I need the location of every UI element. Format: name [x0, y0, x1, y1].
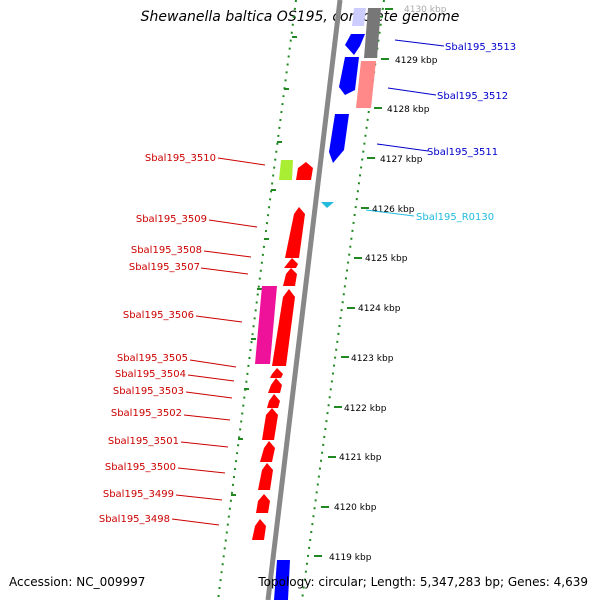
gene-label-3505[interactable]: Sbal195_3505 — [117, 353, 188, 364]
gene-label-3499[interactable]: Sbal195_3499 — [103, 489, 174, 500]
gene-label-R0130[interactable]: Sbal195_R0130 — [416, 212, 494, 223]
inner-dotted-guide — [217, 0, 297, 600]
kbp-label-4125: 4125 kbp — [365, 254, 408, 264]
gene-feature-3505[interactable] — [270, 368, 283, 378]
gene-label-3510[interactable]: Sbal195_3510 — [145, 153, 216, 164]
gene-label-3509[interactable]: Sbal195_3509 — [136, 214, 207, 225]
gene-feature-3512[interactable] — [339, 57, 359, 95]
kbp-label-4121: 4121 kbp — [339, 453, 382, 463]
accession-text: Accession: NC_009997 — [9, 575, 146, 589]
callout-line-3501 — [180, 441, 229, 448]
topology-text: Topology: circular; Length: 5,347,283 bp… — [258, 575, 588, 589]
gene-feature-3510-lime[interactable] — [279, 160, 293, 180]
gene-feature-3510[interactable] — [296, 162, 313, 180]
gene-label-3508[interactable]: Sbal195_3508 — [131, 245, 202, 256]
gene-feature-3502[interactable] — [262, 408, 278, 440]
kbp-label-4130: 4130 kbp — [404, 5, 447, 15]
gene-label-3500[interactable]: Sbal195_3500 — [105, 462, 176, 473]
gene-label-3513[interactable]: Sbal195_3513 — [445, 42, 516, 53]
gene-label-3512[interactable]: Sbal195_3512 — [437, 91, 508, 102]
callout-line-3507 — [200, 267, 249, 275]
kbp-tick-marks — [314, 8, 393, 557]
gene-label-3503[interactable]: Sbal195_3503 — [113, 386, 184, 397]
callout-line-3510 — [217, 157, 266, 166]
kbp-label-4122: 4122 kbp — [344, 404, 387, 414]
gene-feature-3511[interactable] — [329, 114, 349, 163]
outer-dotted-guide — [301, 0, 385, 600]
gene-label-3501[interactable]: Sbal195_3501 — [108, 436, 179, 447]
genome-backbone — [265, 0, 343, 600]
gene-feature-3506[interactable] — [272, 289, 295, 366]
callout-line-3513 — [394, 39, 445, 47]
callout-line-3508 — [203, 250, 252, 258]
gene-feature-3501[interactable] — [260, 441, 275, 462]
callout-line-3505 — [189, 359, 237, 368]
gene-feature-3507[interactable] — [283, 268, 297, 286]
kbp-label-4127: 4127 kbp — [380, 155, 423, 165]
gene-feature-3499[interactable] — [256, 494, 270, 513]
kbp-label-4124: 4124 kbp — [358, 304, 401, 314]
gene-feature-3506-pink[interactable] — [255, 286, 277, 364]
callout-line-3509 — [208, 219, 258, 228]
gene-feature-bottom-blue[interactable] — [274, 560, 290, 600]
gene-label-3507[interactable]: Sbal195_3507 — [129, 262, 200, 273]
kbp-label-4120: 4120 kbp — [334, 503, 377, 513]
callout-line-3499 — [175, 494, 223, 501]
gene-label-3504[interactable]: Sbal195_3504 — [115, 369, 186, 380]
gene-feature-3503[interactable] — [267, 394, 280, 408]
callout-line-3511 — [376, 143, 429, 152]
inner-tick-marks — [231, 36, 297, 496]
gene-feature-R0130[interactable] — [321, 202, 334, 208]
gene-feature-3513[interactable] — [345, 34, 365, 55]
kbp-label-4126: 4126 kbp — [372, 205, 415, 215]
gene-feature-3508[interactable] — [284, 258, 298, 268]
callout-line-3506 — [195, 315, 243, 323]
gene-feature-3509[interactable] — [285, 207, 305, 258]
gene-feature-salmon-3512[interactable] — [356, 61, 376, 108]
gene-label-3498[interactable]: Sbal195_3498 — [99, 514, 170, 525]
gene-label-3502[interactable]: Sbal195_3502 — [111, 408, 182, 419]
callout-line-3504 — [187, 374, 235, 382]
kbp-label-4119: 4119 kbp — [329, 553, 372, 563]
gene-feature-3500[interactable] — [258, 463, 273, 490]
kbp-label-4129: 4129 kbp — [395, 56, 438, 66]
gene-feature-grey-3513[interactable] — [364, 8, 381, 58]
gene-feature-3498[interactable] — [252, 519, 266, 540]
gene-label-3506[interactable]: Sbal195_3506 — [123, 310, 194, 321]
callout-line-3502 — [183, 414, 231, 421]
callout-line-3500 — [177, 467, 226, 474]
kbp-label-4123: 4123 kbp — [351, 354, 394, 364]
gene-feature-light-3513[interactable] — [352, 8, 366, 26]
gene-label-3511[interactable]: Sbal195_3511 — [427, 147, 498, 158]
kbp-label-4128: 4128 kbp — [387, 105, 430, 115]
callout-line-3512 — [387, 87, 437, 96]
callout-line-R0130 — [365, 209, 415, 217]
callout-line-3498 — [171, 518, 220, 526]
gene-feature-3504[interactable] — [268, 378, 282, 393]
callout-line-3503 — [185, 391, 233, 399]
